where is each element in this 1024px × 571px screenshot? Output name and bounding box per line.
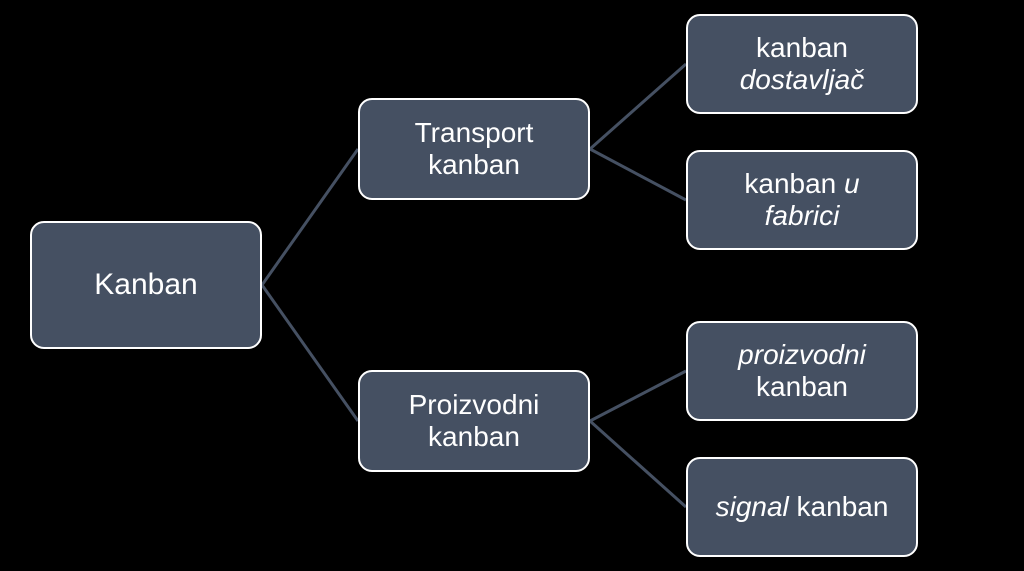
edge [262, 285, 358, 421]
diagram-canvas: Kanban Transportkanban Proizvodnikanban … [0, 0, 1024, 571]
edge [590, 421, 686, 507]
node-dostavljac: kanbandostavljač [686, 14, 918, 114]
node-label: Kanban [94, 268, 197, 303]
node-ufabrici: kanban ufabrici [686, 150, 918, 250]
node-label: signal kanban [716, 491, 889, 523]
node-root: Kanban [30, 221, 262, 349]
node-label: kanbandostavljač [740, 32, 865, 96]
node-label: proizvodnikanban [738, 339, 866, 403]
edge [262, 149, 358, 285]
edge [590, 149, 686, 200]
edge [590, 64, 686, 149]
node-signal: signal kanban [686, 457, 918, 557]
node-proizvodni-leaf: proizvodnikanban [686, 321, 918, 421]
node-proizvodni: Proizvodnikanban [358, 370, 590, 472]
node-label: Proizvodnikanban [409, 389, 540, 453]
edge [590, 371, 686, 421]
node-label: kanban ufabrici [744, 168, 859, 232]
node-label: Transportkanban [415, 117, 534, 181]
node-transport: Transportkanban [358, 98, 590, 200]
